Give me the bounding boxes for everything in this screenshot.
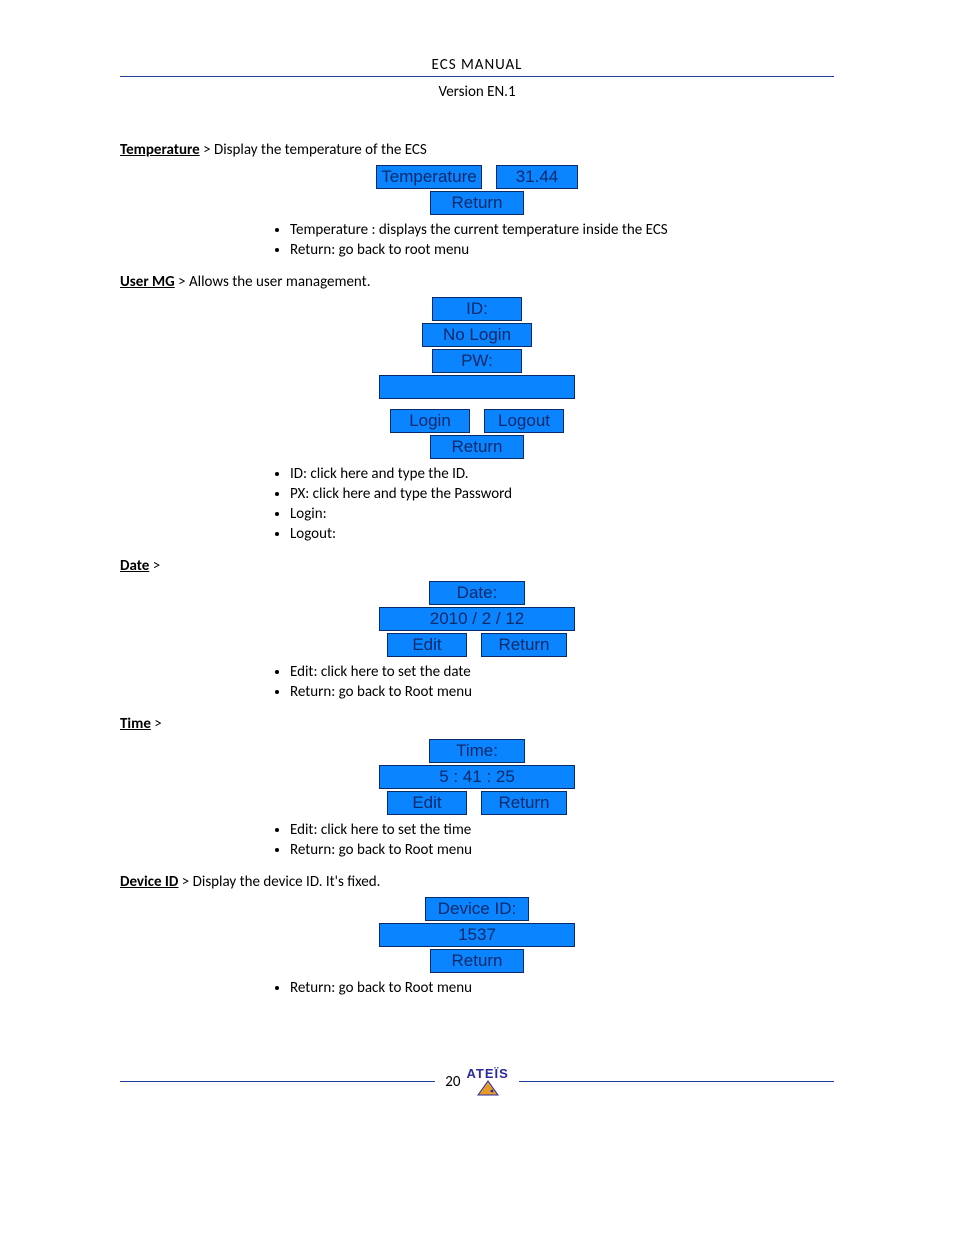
lcd-login-button[interactable]: Login (390, 409, 470, 433)
lcd-logout-button[interactable]: Logout (484, 409, 564, 433)
lcd-usermg: ID: No Login PW: Login Logout Return (120, 297, 834, 459)
lcd-date-value: 2010 / 2 / 12 (379, 607, 575, 631)
date-desc: > (149, 557, 160, 575)
usermg-bullets: ID: click here and type the ID. PX: clic… (120, 465, 834, 543)
date-bullets: Edit: click here to set the date Return:… (120, 663, 834, 701)
lcd-user-return[interactable]: Return (430, 435, 524, 459)
temperature-desc: > Display the temperature of the ECS (200, 141, 427, 159)
list-item: Logout: (290, 525, 834, 543)
list-item: PX: click here and type the Password (290, 485, 834, 503)
lcd-temp-name: Temperature (376, 165, 482, 189)
lcd-temp-value: 31.44 (496, 165, 578, 189)
device-bullets: Return: go back to Root menu (120, 979, 834, 997)
list-item: Temperature : displays the current tempe… (290, 221, 834, 239)
footer: 20 ATEÏS (120, 1067, 834, 1096)
lcd-time-edit[interactable]: Edit (387, 791, 467, 815)
section-usermg: User MG > Allows the user management. (120, 273, 834, 291)
usermg-desc: > Allows the user management. (175, 273, 371, 291)
list-item: Return: go back to Root menu (290, 979, 834, 997)
list-item: Edit: click here to set the date (290, 663, 834, 681)
device-desc: > Display the device ID. It's fixed. (178, 873, 380, 891)
header-version: Version EN.1 (120, 83, 834, 101)
lcd-time: Time: 5 : 41 : 25 Edit Return (120, 739, 834, 815)
list-item: ID: click here and type the ID. (290, 465, 834, 483)
time-desc: > (151, 715, 162, 733)
header-rule (120, 76, 834, 77)
lcd-time-title: Time: (429, 739, 525, 763)
lcd-temperature: Temperature 31.44 Return (120, 165, 834, 215)
usermg-label: User MG (120, 273, 175, 291)
list-item: Edit: click here to set the time (290, 821, 834, 839)
header-title: ECS MANUAL (120, 56, 834, 74)
brand-logo: ATEÏS (466, 1067, 508, 1096)
footer-rule-right (519, 1081, 834, 1082)
footer-rule-left (120, 1081, 435, 1082)
lcd-time-return[interactable]: Return (481, 791, 567, 815)
list-item: Return: go back to Root menu (290, 841, 834, 859)
lcd-device: Device ID: 1537 Return (120, 897, 834, 973)
lcd-user-pw-value[interactable] (379, 375, 575, 399)
lcd-date-edit[interactable]: Edit (387, 633, 467, 657)
lcd-date: Date: 2010 / 2 / 12 Edit Return (120, 581, 834, 657)
lcd-user-id-label: ID: (432, 297, 522, 321)
lcd-user-id-value[interactable]: No Login (422, 323, 532, 347)
section-device: Device ID > Display the device ID. It's … (120, 873, 834, 891)
lcd-date-return[interactable]: Return (481, 633, 567, 657)
section-temperature: Temperature > Display the temperature of… (120, 141, 834, 159)
section-time: Time > (120, 715, 834, 733)
time-bullets: Edit: click here to set the time Return:… (120, 821, 834, 859)
date-label: Date (120, 557, 149, 575)
lcd-device-value: 1537 (379, 923, 575, 947)
page-number: 20 (445, 1073, 460, 1091)
list-item: Return: go back to Root menu (290, 683, 834, 701)
time-label: Time (120, 715, 151, 733)
lcd-date-title: Date: (429, 581, 525, 605)
lcd-temp-return[interactable]: Return (430, 191, 524, 215)
lcd-time-value: 5 : 41 : 25 (379, 765, 575, 789)
temperature-label: Temperature (120, 141, 200, 159)
list-item: Login: (290, 505, 834, 523)
brand-text: ATEÏS (466, 1067, 508, 1080)
lcd-device-title: Device ID: (425, 897, 529, 921)
lcd-device-return[interactable]: Return (430, 949, 524, 973)
logo-icon (475, 1080, 501, 1096)
section-date: Date > (120, 557, 834, 575)
device-label: Device ID (120, 873, 178, 891)
list-item: Return: go back to root menu (290, 241, 834, 259)
temperature-bullets: Temperature : displays the current tempe… (120, 221, 834, 259)
lcd-user-pw-label: PW: (432, 349, 522, 373)
